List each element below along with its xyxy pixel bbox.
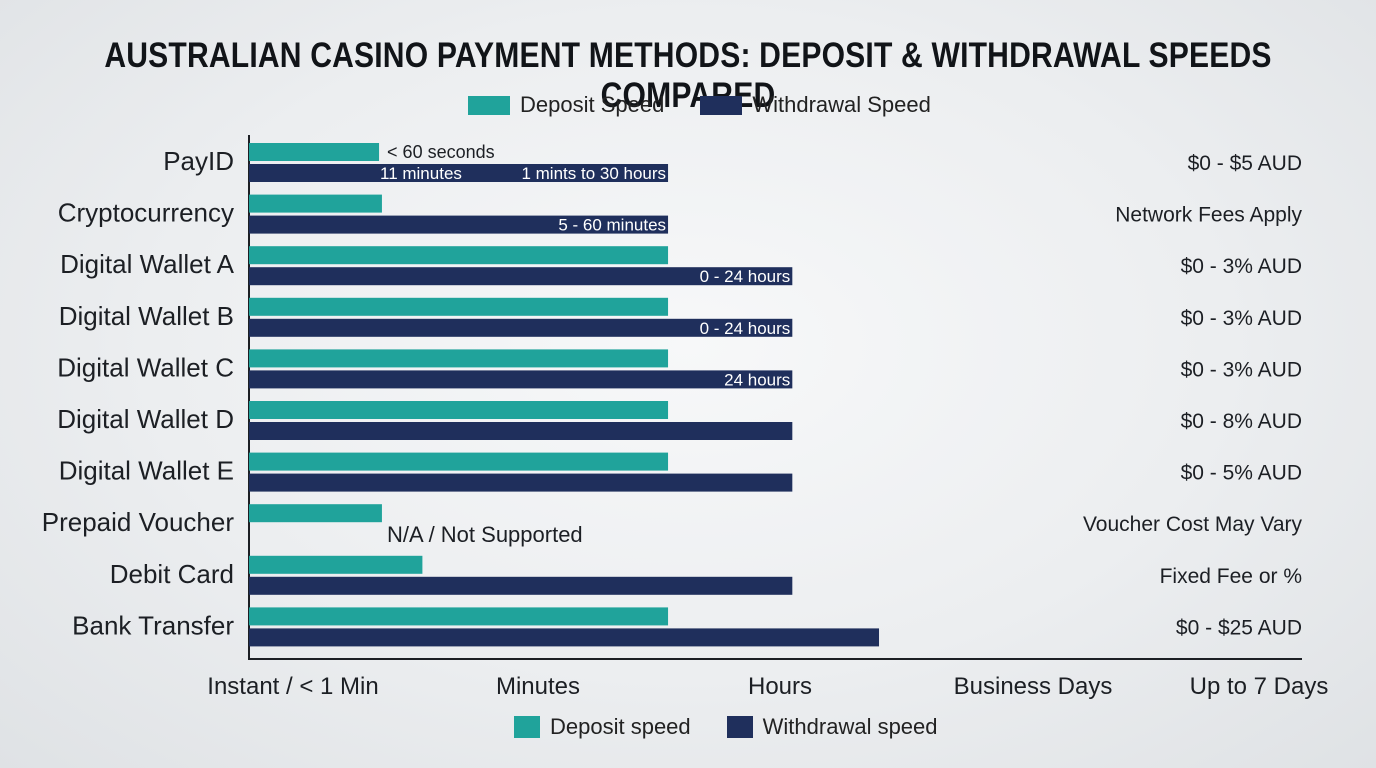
fee-label-payid: $0 - $5 AUD [1188, 152, 1302, 175]
category-label-prepaid-voucher: Prepaid Voucher [42, 507, 235, 537]
category-label-payid: PayID [163, 146, 234, 176]
legend-label-deposit: Deposit Speed [520, 92, 665, 117]
fee-label-prepaid-voucher: Voucher Cost May Vary [1083, 513, 1303, 536]
category-label-digital-wallet-b: Digital Wallet B [59, 301, 234, 331]
withdrawal-label-cryptocurrency: 5 - 60 minutes [558, 216, 666, 235]
fee-label-debit-card: Fixed Fee or % [1160, 565, 1302, 588]
withdrawal-label-payid: 1 mints to 30 hours [521, 164, 666, 183]
withdrawal-bar-digital-wallet-b [249, 318, 793, 337]
withdrawal-bar-debit-card [249, 576, 793, 595]
legend-swatch-deposit [468, 95, 510, 115]
legend-bottom-swatch-deposit [514, 716, 540, 738]
category-label-digital-wallet-a: Digital Wallet A [60, 249, 235, 279]
legend-bottom-label-deposit: Deposit speed [550, 714, 691, 739]
category-label-cryptocurrency: Cryptocurrency [58, 198, 234, 228]
deposit-bar-digital-wallet-c [249, 349, 669, 368]
fee-label-cryptocurrency: Network Fees Apply [1115, 204, 1302, 227]
deposit-bar-digital-wallet-d [249, 401, 669, 419]
chart-title: AUSTRALIAN CASINO PAYMENT METHODS: DEPOS… [104, 36, 1272, 115]
x-tick-label: Business Days [954, 673, 1113, 700]
deposit-bar-digital-wallet-a [249, 246, 669, 265]
fee-label-digital-wallet-c: $0 - 3% AUD [1181, 358, 1302, 381]
legend-bottom-label-withdrawal: Withdrawal speed [762, 714, 938, 739]
deposit-bar-prepaid-voucher [249, 504, 382, 523]
legend-bottom-swatch-withdrawal [726, 716, 753, 738]
fee-label-digital-wallet-e: $0 - 5% AUD [1181, 462, 1302, 485]
withdrawal-bar-digital-wallet-a [249, 267, 793, 286]
fee-label-digital-wallet-b: $0 - 3% AUD [1181, 307, 1302, 330]
withdrawal-bar-digital-wallet-d [249, 422, 793, 440]
category-label-debit-card: Debit Card [110, 559, 234, 589]
deposit-label-payid: < 60 seconds [387, 142, 495, 162]
withdrawal-label-prepaid-voucher: N/A / Not Supported [387, 522, 583, 547]
withdrawal-bar-bank-transfer [249, 628, 880, 647]
category-label-digital-wallet-c: Digital Wallet C [57, 352, 234, 382]
deposit-bar-bank-transfer [249, 607, 669, 626]
x-tick-label: Minutes [496, 673, 580, 700]
fee-label-digital-wallet-a: $0 - 3% AUD [1181, 255, 1302, 278]
deposit-bar-digital-wallet-e [249, 452, 669, 471]
x-tick-label: Instant / < 1 Min [207, 673, 378, 700]
legend-top: Deposit Speed Withdrawal Speed [468, 92, 967, 118]
legend-item-deposit: Deposit Speed [468, 92, 664, 118]
category-label-digital-wallet-e: Digital Wallet E [59, 456, 234, 486]
withdrawal-bar-cryptocurrency [249, 215, 669, 234]
legend-swatch-withdrawal [700, 95, 743, 115]
x-tick-label: Hours [748, 673, 812, 700]
deposit-bar-digital-wallet-b [249, 297, 669, 316]
withdrawal-bar-payid [249, 164, 669, 182]
legend-bottom-item-deposit: Deposit speed [514, 714, 691, 740]
deposit-bar-debit-card [249, 555, 423, 574]
fee-label-bank-transfer: $0 - $25 AUD [1176, 616, 1302, 639]
withdrawal-bar-digital-wallet-e [249, 473, 793, 492]
category-label-digital-wallet-d: Digital Wallet D [57, 404, 234, 434]
deposit-bar-cryptocurrency [249, 194, 382, 213]
legend-label-withdrawal: Withdrawal Speed [752, 92, 931, 117]
withdrawal-label-digital-wallet-c: 24 hours [724, 370, 790, 389]
x-tick-label: Up to 7 Days [1190, 673, 1329, 700]
withdrawal-left-label-payid: 11 minutes [380, 164, 462, 183]
legend-bottom: Deposit speed Withdrawal speed [514, 714, 974, 740]
deposit-bar-payid [249, 143, 380, 161]
category-label-bank-transfer: Bank Transfer [72, 610, 234, 640]
legend-bottom-item-withdrawal: Withdrawal speed [726, 714, 938, 740]
fee-label-digital-wallet-d: $0 - 8% AUD [1181, 410, 1302, 433]
withdrawal-label-digital-wallet-b: 0 - 24 hours [700, 319, 791, 338]
legend-item-withdrawal: Withdrawal Speed [700, 92, 931, 118]
withdrawal-bar-digital-wallet-c [249, 370, 793, 389]
withdrawal-label-digital-wallet-a: 0 - 24 hours [700, 267, 791, 286]
